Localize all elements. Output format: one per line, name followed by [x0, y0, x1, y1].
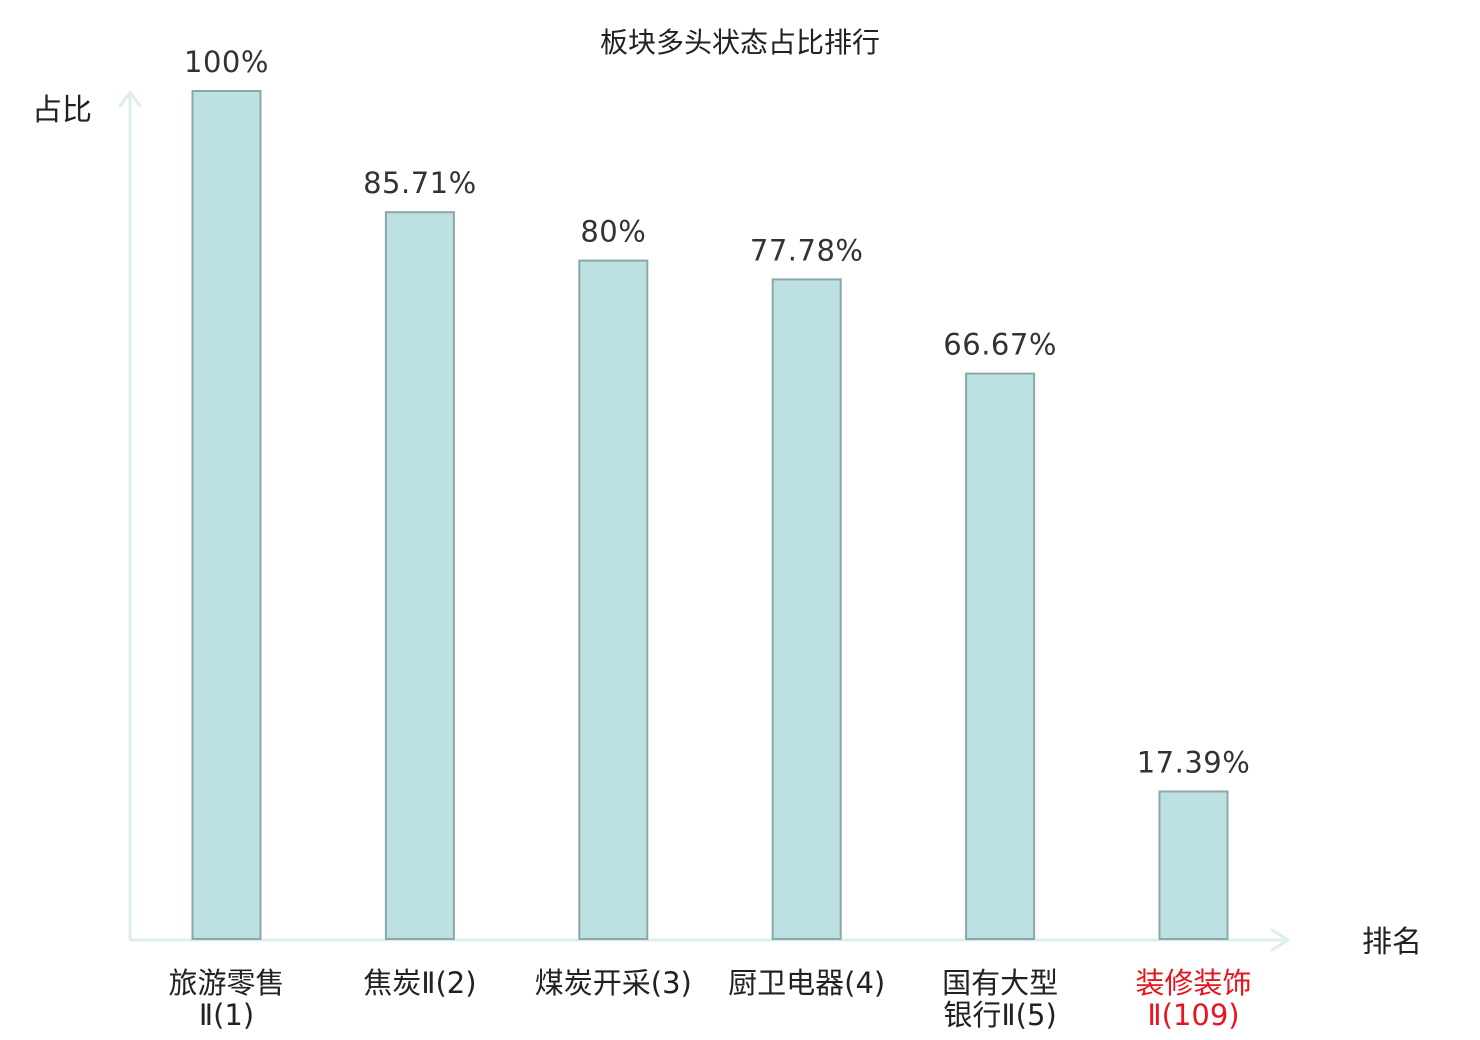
category-label-line: 装修装饰: [1135, 966, 1251, 1000]
bar-6: [1158, 790, 1229, 940]
x-axis-label: 排名: [1362, 925, 1422, 960]
value-label-5: 66.67%: [943, 328, 1057, 362]
y-axis: [118, 90, 142, 940]
chart-title: 板块多头状态占比排行: [600, 26, 880, 59]
category-label-line: 旅游零售: [168, 966, 284, 1000]
bar-5: [965, 372, 1036, 941]
bar-1: [191, 90, 262, 940]
category-label-line: 银行Ⅱ(5): [943, 998, 1056, 1032]
x-axis-arrow-icon: [1270, 928, 1290, 952]
value-labels-group: 100% 85.71% 80% 77.78% 66.67% 17.39%: [184, 45, 1250, 780]
value-label-1: 100%: [184, 45, 269, 79]
category-label-5: 国有大型银行Ⅱ(5): [942, 966, 1058, 1032]
y-axis-arrow-icon: [118, 90, 142, 108]
category-label-4: 厨卫电器(4): [728, 966, 885, 1000]
category-labels-group: 旅游零售 Ⅱ(1) 焦炭Ⅱ(2) 煤炭开采(3) 厨卫电器(4) 国有大型银行Ⅱ(5) 装修…: [168, 966, 1251, 1032]
category-label-line: 焦炭Ⅱ(2): [363, 966, 476, 1000]
category-label-3: 煤炭开采(3): [535, 966, 692, 1000]
bar-2: [384, 211, 455, 940]
category-label-line: 煤炭开采(3): [535, 966, 692, 1000]
bar-3: [578, 259, 649, 941]
category-label-line: Ⅱ(1): [199, 998, 254, 1032]
x-axis: [130, 928, 1290, 952]
category-label-1: 旅游零售 Ⅱ(1): [168, 966, 284, 1032]
bar-4: [771, 278, 842, 940]
category-label-line: 国有大型: [942, 966, 1058, 1000]
value-label-4: 77.78%: [750, 233, 864, 267]
category-label-6: 装修装饰 Ⅱ(109): [1135, 966, 1251, 1032]
y-axis-label: 占比: [32, 93, 92, 128]
value-label-6: 17.39%: [1137, 746, 1251, 780]
category-label-line: 厨卫电器(4): [728, 966, 885, 1000]
value-label-2: 85.71%: [363, 166, 477, 200]
value-label-3: 80%: [580, 215, 646, 249]
bars-group: [191, 90, 1229, 941]
category-label-2: 焦炭Ⅱ(2): [363, 966, 476, 1000]
category-label-line: Ⅱ(109): [1147, 998, 1239, 1032]
